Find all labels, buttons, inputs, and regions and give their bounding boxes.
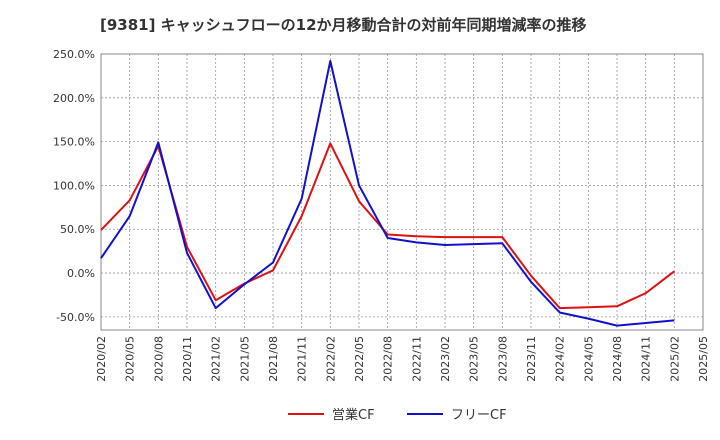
x-tick-label: 2024/02: [554, 336, 567, 382]
y-tick-label: 100.0%: [53, 179, 95, 192]
series-line-1: [100, 142, 675, 310]
y-tick-label: 150.0%: [53, 136, 95, 149]
x-tick-label: 2020/08: [152, 336, 165, 382]
x-tick-label: 2023/11: [525, 336, 538, 382]
legend-label-2: フリーCF: [451, 408, 507, 423]
y-tick-label: 200.0%: [53, 92, 95, 105]
y-tick-label: 250.0%: [53, 48, 95, 61]
chart-title: [9381] キャッシュフローの12か月移動合計の対前年同期増減率の推移: [100, 16, 587, 34]
x-tick-label: 2025/02: [668, 336, 681, 382]
x-tick-label: 2024/11: [640, 336, 653, 382]
x-tick-label: 2023/08: [496, 336, 509, 382]
x-tick-label: 2024/08: [611, 336, 624, 382]
series-lines: [100, 60, 675, 327]
x-tick-label: 2025/05: [697, 336, 710, 382]
x-tick-label: 2022/02: [324, 336, 337, 382]
series-line-2: [100, 60, 675, 327]
y-tick-label: 50.0%: [60, 223, 95, 236]
plot-area: [100, 53, 704, 331]
y-tick-label: -50.0%: [56, 311, 95, 324]
x-tick-label: 2021/08: [267, 336, 280, 382]
legend: 営業CF フリーCF: [288, 407, 507, 423]
y-axis: 250.0% 200.0% 150.0% 100.0% 50.0% 0.0% -50.0%: [53, 48, 95, 324]
y-tick-label: 0.0%: [67, 267, 95, 280]
x-tick-label: 2022/11: [410, 336, 423, 382]
x-tick-label: 2020/05: [124, 336, 137, 382]
x-tick-label: 2023/02: [439, 336, 452, 382]
x-tick-label: 2020/11: [181, 336, 194, 382]
x-tick-label: 2022/08: [382, 336, 395, 382]
grid-lines: [100, 53, 704, 330]
x-tick-label: 2023/05: [468, 336, 481, 382]
x-tick-label: 2020/02: [95, 336, 108, 382]
x-tick-label: 2021/11: [296, 336, 309, 382]
x-axis: 2020/02 2020/05 2020/08 2020/11 2021/02 2021/…: [95, 336, 710, 382]
x-tick-label: 2021/05: [238, 336, 251, 382]
x-tick-label: 2022/05: [353, 336, 366, 382]
x-tick-label: 2021/02: [210, 336, 223, 382]
x-tick-label: 2024/05: [582, 336, 595, 382]
legend-label-1: 営業CF: [332, 407, 375, 423]
